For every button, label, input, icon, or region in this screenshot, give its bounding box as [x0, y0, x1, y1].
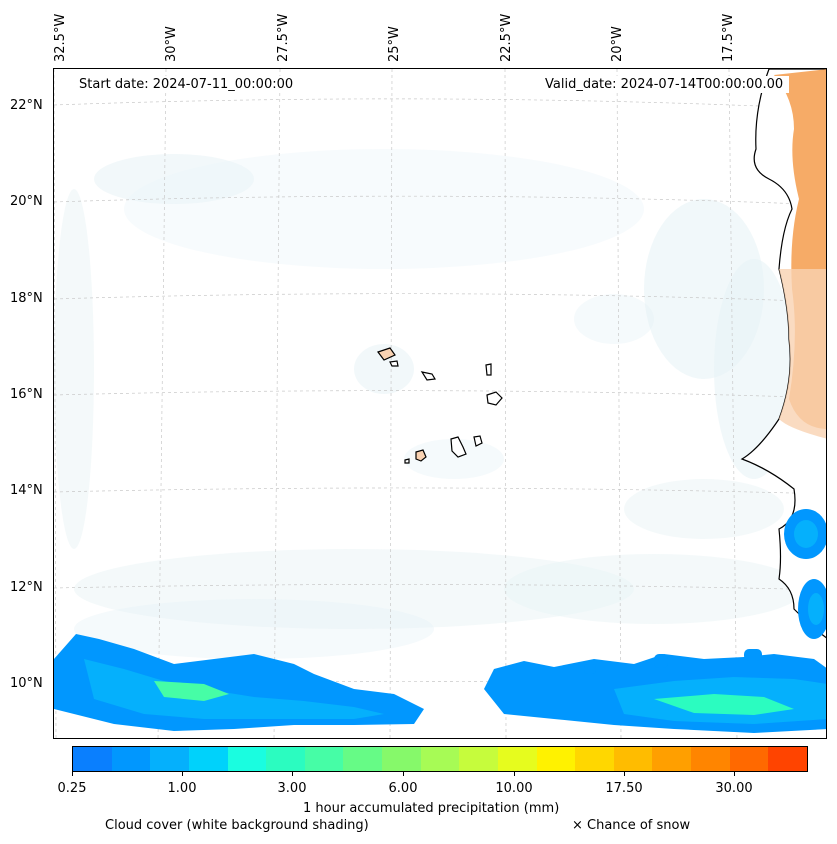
lat-label-20n: 20°N	[10, 194, 43, 209]
lat-label-18n: 18°N	[10, 291, 43, 306]
cb-tickmark	[72, 772, 73, 776]
cb-tickmark	[734, 772, 735, 776]
cb-tick-3-00: 3.00	[277, 781, 307, 796]
colorbar-swatch-9	[420, 747, 460, 771]
colorbar-swatch-17	[729, 747, 769, 771]
lon-label-20w: 20°W	[610, 26, 625, 62]
cloud-cover-legend: Cloud cover (white background shading)	[105, 818, 369, 833]
valid-date-label: Valid_date: 2024-07-14T00:00:00.00	[539, 76, 790, 93]
map-frame[interactable]	[53, 68, 827, 739]
colorbar-swatch-13	[575, 747, 614, 771]
colorbar-swatch-5	[266, 747, 305, 771]
cb-tick-30-00: 30.00	[715, 781, 753, 796]
precipitation-colorbar	[72, 746, 808, 772]
colorbar-label: 1 hour accumulated precipitation (mm)	[303, 801, 560, 816]
colorbar-swatch-18	[768, 747, 807, 771]
lon-label-22-5w: 22.5°W	[499, 13, 514, 62]
colorbar-swatch-1	[111, 747, 151, 771]
colorbar-swatch-16	[691, 747, 730, 771]
colorbar-swatch-0	[73, 747, 112, 771]
colorbar-swatch-6	[304, 747, 344, 771]
cape-verde-islands	[377, 347, 503, 464]
cb-tickmark	[292, 772, 293, 776]
start-date-label: Start date: 2024-07-11_00:00:00	[73, 76, 300, 93]
colorbar-swatch-3	[188, 747, 228, 771]
cb-tick-0-25: 0.25	[57, 781, 87, 796]
lon-label-30w: 30°W	[164, 26, 179, 62]
colorbar-swatch-15	[652, 747, 691, 771]
colorbar-swatch-14	[613, 747, 653, 771]
cb-tick-1-00: 1.00	[167, 781, 197, 796]
cb-tickmark	[182, 772, 183, 776]
lat-label-16n: 16°N	[10, 387, 43, 402]
precipitation	[54, 509, 826, 733]
snow-legend: × Chance of snow	[572, 818, 691, 833]
africa-coastline	[740, 69, 826, 639]
cb-tick-6-00: 6.00	[388, 781, 418, 796]
cb-tickmark	[624, 772, 625, 776]
cb-tick-17-50: 17.50	[605, 781, 643, 796]
graticule	[54, 69, 826, 738]
colorbar-swatch-10	[459, 747, 498, 771]
cloud-cover	[54, 149, 804, 659]
lon-label-25w: 25°W	[387, 26, 402, 62]
lon-label-27-5w: 27.5°W	[276, 13, 291, 62]
colorbar-swatch-8	[382, 747, 421, 771]
lon-label-17-5w: 17.5°W	[721, 13, 736, 62]
lon-label-32-5w: 32.5°W	[53, 13, 68, 62]
colorbar-swatch-7	[343, 747, 382, 771]
colorbar-swatch-12	[536, 747, 576, 771]
cb-tickmark	[403, 772, 404, 776]
lat-label-14n: 14°N	[10, 483, 43, 498]
cb-tickmark	[514, 772, 515, 776]
lat-label-22n: 22°N	[10, 98, 43, 113]
colorbar-swatch-11	[497, 747, 537, 771]
colorbar-swatch-2	[150, 747, 189, 771]
map-canvas	[54, 69, 826, 738]
colorbar-swatch-4	[227, 747, 267, 771]
cb-tick-10-00: 10.00	[495, 781, 533, 796]
lat-label-10n: 10°N	[10, 676, 43, 691]
lat-label-12n: 12°N	[10, 580, 43, 595]
